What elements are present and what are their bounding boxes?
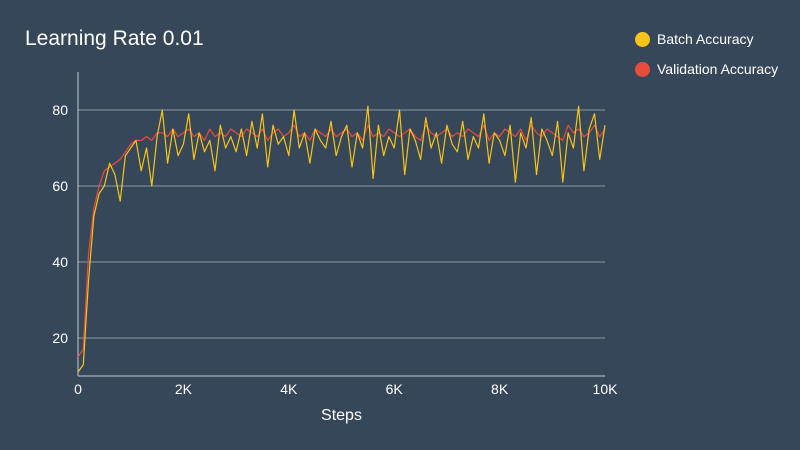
chart-title: Learning Rate 0.01 bbox=[25, 27, 204, 50]
x-tick-label-6K: 6K bbox=[386, 381, 404, 397]
legend-item-batch-accuracy[interactable]: Batch Accuracy bbox=[635, 24, 778, 54]
series-line-validation-accuracy bbox=[77, 124, 606, 358]
legend: Batch Accuracy Validation Accuracy bbox=[635, 24, 778, 84]
legend-label-validation-accuracy: Validation Accuracy bbox=[657, 61, 779, 77]
x-tick-label-4K: 4K bbox=[280, 381, 298, 397]
x-tick-label-8K: 8K bbox=[491, 381, 509, 397]
y-tick-label-60: 60 bbox=[52, 178, 68, 194]
y-tick-label-20: 20 bbox=[52, 330, 68, 346]
legend-swatch-batch-accuracy bbox=[635, 31, 650, 47]
x-tick-label-2K: 2K bbox=[175, 381, 193, 397]
tick-labels: 20 40 60 80 0 2K 4K 6K 8K 10K bbox=[52, 102, 618, 397]
legend-label-batch-accuracy: Batch Accuracy bbox=[657, 31, 754, 47]
x-axis-label: Steps bbox=[321, 407, 362, 424]
x-tick-label-0: 0 bbox=[74, 381, 82, 397]
y-tick-label-40: 40 bbox=[52, 254, 68, 270]
series-line-batch-accuracy bbox=[77, 105, 606, 373]
grid-lines bbox=[78, 109, 605, 339]
y-tick-label-80: 80 bbox=[52, 102, 68, 118]
legend-item-validation-accuracy[interactable]: Validation Accuracy bbox=[635, 54, 778, 84]
axes bbox=[77, 72, 605, 377]
legend-swatch-validation-accuracy bbox=[635, 61, 650, 77]
x-tick-label-10K: 10K bbox=[593, 381, 619, 397]
series-lines bbox=[77, 105, 606, 373]
